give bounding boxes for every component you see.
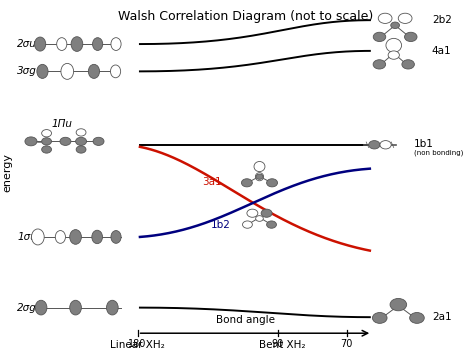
Ellipse shape [111, 231, 121, 243]
Ellipse shape [92, 230, 102, 244]
Text: 1b1: 1b1 [413, 139, 433, 149]
Ellipse shape [386, 38, 401, 52]
Ellipse shape [42, 146, 52, 153]
Ellipse shape [254, 162, 265, 172]
Text: (non bonding): (non bonding) [413, 149, 463, 156]
Ellipse shape [373, 32, 386, 42]
Ellipse shape [110, 65, 121, 78]
Ellipse shape [380, 140, 391, 149]
Ellipse shape [391, 22, 400, 29]
Text: Linear XH₂: Linear XH₂ [110, 340, 165, 350]
Ellipse shape [107, 300, 118, 315]
Ellipse shape [373, 60, 386, 69]
Text: 70: 70 [341, 339, 353, 350]
Text: 2σu: 2σu [18, 39, 37, 49]
Text: Walsh Correlation Diagram (not to scale): Walsh Correlation Diagram (not to scale) [118, 10, 374, 23]
Ellipse shape [61, 63, 73, 79]
Ellipse shape [404, 32, 417, 42]
Ellipse shape [55, 231, 65, 243]
Ellipse shape [42, 130, 52, 137]
Ellipse shape [256, 174, 263, 180]
Ellipse shape [93, 137, 104, 145]
Text: 1σu: 1σu [18, 232, 37, 242]
Ellipse shape [71, 37, 83, 51]
Ellipse shape [35, 300, 47, 315]
Ellipse shape [70, 300, 82, 315]
Text: Bond angle: Bond angle [216, 315, 275, 325]
Text: 2b2: 2b2 [432, 15, 452, 25]
Ellipse shape [410, 313, 424, 323]
Text: Bent XH₂: Bent XH₂ [259, 340, 306, 350]
Ellipse shape [243, 221, 252, 228]
Text: energy: energy [2, 152, 12, 191]
Ellipse shape [76, 146, 86, 153]
Ellipse shape [398, 13, 412, 24]
Ellipse shape [255, 172, 264, 181]
Ellipse shape [390, 298, 407, 311]
Ellipse shape [88, 64, 100, 78]
Text: 2a1: 2a1 [432, 312, 452, 322]
Ellipse shape [37, 64, 48, 78]
Ellipse shape [266, 221, 276, 228]
Ellipse shape [402, 60, 414, 69]
Ellipse shape [76, 129, 86, 136]
Ellipse shape [60, 137, 71, 145]
Ellipse shape [25, 137, 37, 146]
Ellipse shape [70, 230, 82, 244]
Text: 2σg: 2σg [18, 303, 37, 313]
Ellipse shape [75, 137, 87, 145]
Text: 1Πu: 1Πu [51, 119, 72, 129]
Ellipse shape [35, 37, 46, 51]
Ellipse shape [247, 209, 258, 217]
Text: 1b2: 1b2 [211, 220, 231, 230]
Ellipse shape [31, 229, 44, 245]
Ellipse shape [261, 209, 272, 217]
Ellipse shape [373, 313, 387, 323]
Ellipse shape [57, 38, 67, 50]
Ellipse shape [241, 179, 252, 187]
Text: 4a1: 4a1 [432, 46, 452, 56]
Ellipse shape [92, 38, 103, 50]
Ellipse shape [378, 13, 392, 24]
Text: 3a1: 3a1 [202, 177, 222, 187]
Ellipse shape [255, 216, 264, 221]
Text: 180: 180 [128, 339, 147, 350]
Ellipse shape [111, 38, 121, 50]
Ellipse shape [266, 179, 278, 187]
Ellipse shape [42, 138, 52, 145]
Text: 3σg: 3σg [18, 67, 37, 76]
Text: 90: 90 [272, 339, 284, 350]
Ellipse shape [369, 140, 380, 149]
Ellipse shape [388, 51, 400, 59]
